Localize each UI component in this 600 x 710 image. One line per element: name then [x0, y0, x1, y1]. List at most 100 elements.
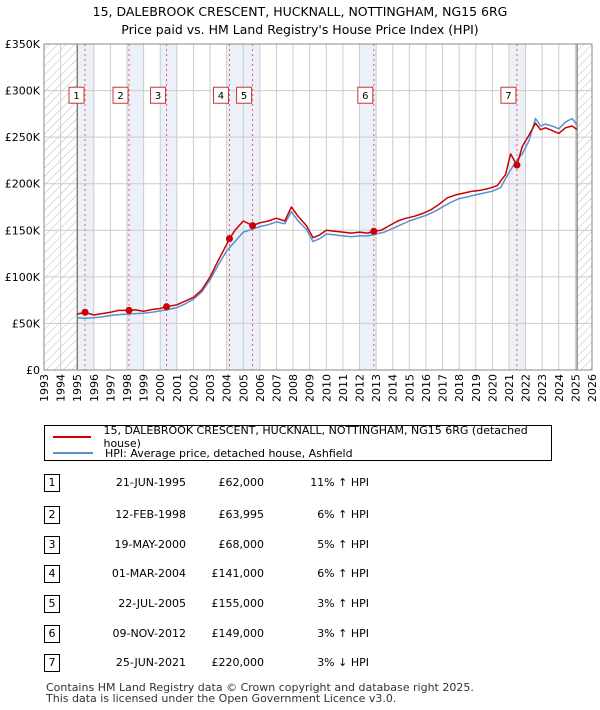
chart-title: 15, DALEBROOK CRESCENT, HUCKNALL, NOTTIN…: [92, 4, 508, 19]
sale-label: 7: [505, 91, 511, 102]
sale-year-band: [127, 44, 144, 370]
x-tick-label: 2006: [254, 374, 267, 402]
x-tick-label: 2016: [420, 374, 433, 402]
sale-label-box: [112, 86, 129, 104]
table-row: 5 22-JUL-2005 £155,000 3% ↑ HPI: [44, 595, 584, 615]
y-tick-label: £300K: [5, 85, 41, 98]
x-tick-label: 2023: [536, 374, 549, 402]
legend-item-hpi: HPI: Average price, detached house, Ashf…: [53, 445, 353, 461]
legend-label-price: 15, DALEBROOK CRESCENT, HUCKNALL, NOTTIN…: [103, 424, 528, 450]
sale-marker: [81, 308, 89, 316]
tx-hpi: 11% ↑ HPI: [310, 476, 369, 489]
tx-hpi: 6% ↑ HPI: [317, 567, 369, 580]
x-tick-label: 2024: [553, 374, 566, 402]
sale-label: 1: [73, 91, 79, 102]
x-tick-label: 1995: [71, 374, 84, 402]
sale-label: 2: [117, 91, 123, 102]
sale-year-band: [226, 44, 244, 370]
price-chart: 1 2 3 4 5 6 7 £0 £50K £100K £150K £200K £250K £300K £…: [5, 38, 599, 402]
x-tick-label: 2007: [270, 374, 283, 402]
x-tick-label: 2017: [437, 374, 450, 402]
sale-label: 6: [362, 91, 368, 102]
x-tick-label: 1997: [104, 374, 117, 402]
x-tick-label: 1999: [138, 374, 151, 402]
x-tick-label: 2022: [520, 374, 533, 402]
tx-date: 09-NOV-2012: [112, 627, 186, 640]
tx-hpi: 3% ↑ HPI: [317, 597, 369, 610]
sale-label-box: [212, 86, 229, 104]
chart-legend: 15, DALEBROOK CRESCENT, HUCKNALL, NOTTIN…: [44, 424, 552, 461]
table-row: 1 21-JUN-1995 £62,000 11% ↑ HPI: [44, 474, 584, 494]
x-tick-label: 2003: [204, 374, 217, 402]
sale-marker: [249, 222, 257, 230]
sale-label: 4: [218, 91, 224, 102]
tx-date: 19-MAY-2000: [114, 538, 186, 551]
sale-marker: [513, 161, 521, 169]
x-tick-label: 1998: [121, 374, 134, 402]
x-tick-label: 1994: [55, 374, 68, 402]
x-tick-label: 2000: [154, 374, 167, 402]
tx-number: 6: [44, 625, 60, 643]
tx-date: 25-JUN-2021: [115, 656, 186, 669]
x-tick-label: 1996: [88, 374, 101, 402]
sale-marker: [370, 227, 378, 235]
sale-year-band: [77, 44, 94, 370]
x-tick-label: 2021: [503, 374, 516, 402]
tx-price: £220,000: [211, 656, 265, 669]
tx-price: £149,000: [211, 627, 265, 640]
sale-year-band: [508, 44, 526, 370]
tx-date: 21-JUN-1995: [115, 476, 186, 489]
tx-price: £155,000: [211, 597, 265, 610]
sale-year-band: [359, 44, 377, 370]
x-tick-label: 2004: [221, 374, 234, 402]
sale-marker: [225, 235, 233, 243]
plot-frame: [43, 43, 593, 371]
hatched-region: [577, 44, 592, 370]
y-tick-label: £0: [26, 364, 40, 377]
tx-hpi: 5% ↑ HPI: [317, 538, 369, 551]
sale-label-box: [236, 86, 253, 104]
chart-subtitle: Price paid vs. HM Land Registry's House …: [121, 22, 479, 37]
sale-label: 5: [241, 91, 247, 102]
x-tick-label: 2014: [387, 374, 400, 402]
table-row: 2 12-FEB-1998 £63,995 6% ↑ HPI: [44, 506, 584, 526]
x-tick-label: 2013: [370, 374, 383, 402]
sale-label-box: [357, 86, 374, 104]
tx-price: £63,995: [218, 508, 265, 521]
x-tick-label: 2011: [337, 374, 350, 402]
tx-price: £68,000: [218, 538, 265, 551]
legend-line-price: [53, 436, 92, 438]
y-tick-label: £350K: [5, 38, 41, 51]
sale-year-band: [243, 44, 260, 370]
tx-date: 12-FEB-1998: [115, 508, 186, 521]
table-row: 3 19-MAY-2000 £68,000 5% ↑ HPI: [44, 536, 584, 556]
sale-year-band: [160, 44, 177, 370]
sale-label-box: [150, 86, 167, 104]
x-tick-label: 2010: [320, 374, 333, 402]
x-tick-label: 2015: [403, 374, 416, 402]
table-row: 6 09-NOV-2012 £149,000 3% ↑ HPI: [44, 625, 584, 645]
x-tick-label: 2005: [237, 374, 250, 402]
y-tick-label: £250K: [5, 131, 41, 144]
legend-label-hpi: HPI: Average price, detached house, Ashf…: [105, 446, 353, 460]
tx-price: £62,000: [218, 476, 265, 489]
x-tick-label: 2009: [304, 374, 317, 402]
tx-price: £141,000: [211, 567, 265, 580]
tx-number: 7: [44, 654, 60, 672]
sale-marker: [163, 303, 171, 311]
tx-date: 22-JUL-2005: [118, 597, 186, 610]
tx-number: 3: [44, 536, 60, 554]
x-tick-label: 2018: [453, 374, 466, 402]
legend-item-price: 15, DALEBROOK CRESCENT, HUCKNALL, NOTTIN…: [53, 424, 551, 450]
x-tick-label: 2026: [586, 374, 599, 402]
y-tick-label: £200K: [5, 178, 41, 191]
y-tick-label: £150K: [5, 224, 41, 237]
tx-number: 4: [44, 565, 60, 583]
footer-copyright: Contains HM Land Registry data © Crown c…: [46, 681, 474, 694]
y-tick-label: £50K: [12, 317, 41, 330]
tx-number: 1: [44, 474, 60, 492]
table-row: 4 01-MAR-2004 £141,000 6% ↑ HPI: [44, 565, 584, 585]
table-row: 7 25-JUN-2021 £220,000 3% ↓ HPI: [44, 654, 584, 674]
x-tick-label: 2008: [287, 374, 300, 402]
footer-licence: This data is licensed under the Open Gov…: [46, 692, 397, 705]
